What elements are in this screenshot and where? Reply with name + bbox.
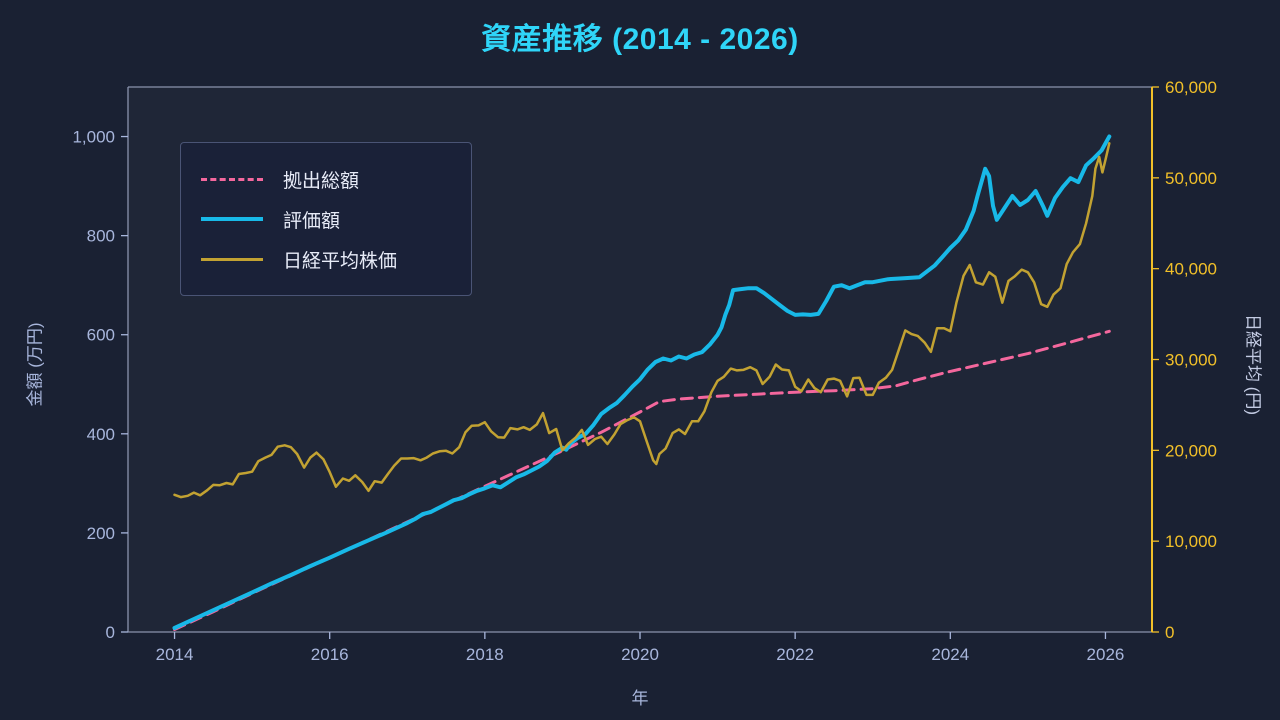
chart-title: 資産推移 (2014 - 2026) [481,23,799,56]
legend-item-nikkei: 日経平均株価 [201,239,451,279]
y-left-tick-label: 0 [106,623,115,642]
x-tick-label: 2026 [1087,645,1125,664]
legend-item-valuation: 評価額 [201,199,451,239]
valuation-line-sample [201,217,263,221]
y-right-tick-label: 10,000 [1165,532,1217,551]
legend-label-contributions: 拠出総額 [283,170,360,192]
legend: 拠出総額 評価額 日経平均株価 [180,142,472,296]
x-tick-label: 2014 [156,645,194,664]
y-right-tick-label: 50,000 [1165,169,1217,188]
y-right-tick-label: 40,000 [1165,260,1217,279]
y-left-tick-label: 200 [87,524,115,543]
y-right-tick-label: 20,000 [1165,441,1217,460]
legend-label-valuation: 評価額 [283,210,341,232]
x-tick-label: 2020 [621,645,659,664]
nikkei-line-sample [201,257,263,261]
y-left-tick-label: 1,000 [72,128,115,147]
nikkei-line [173,142,1111,499]
y-right-axis-title: 日経平均 (円) [1243,313,1263,416]
x-tick-label: 2022 [776,645,814,664]
valuation-line [172,134,1112,630]
x-tick-label: 2018 [466,645,504,664]
y-left-tick-label: 400 [87,425,115,444]
y-left-tick-label: 800 [87,227,115,246]
x-tick-label: 2024 [931,645,969,664]
legend-item-contributions: 拠出総額 [201,159,451,199]
y-right-tick-label: 0 [1165,623,1174,642]
legend-label-nikkei: 日経平均株価 [283,250,398,272]
x-tick-label: 2016 [311,645,349,664]
y-left-axis-title: 金額 (万円) [25,322,45,407]
contributions-line-sample [201,177,263,181]
y-right-tick-label: 60,000 [1165,78,1217,97]
x-axis-title: 年 [631,689,649,708]
y-right-tick-label: 30,000 [1165,351,1217,370]
y-left-tick-label: 600 [87,326,115,345]
